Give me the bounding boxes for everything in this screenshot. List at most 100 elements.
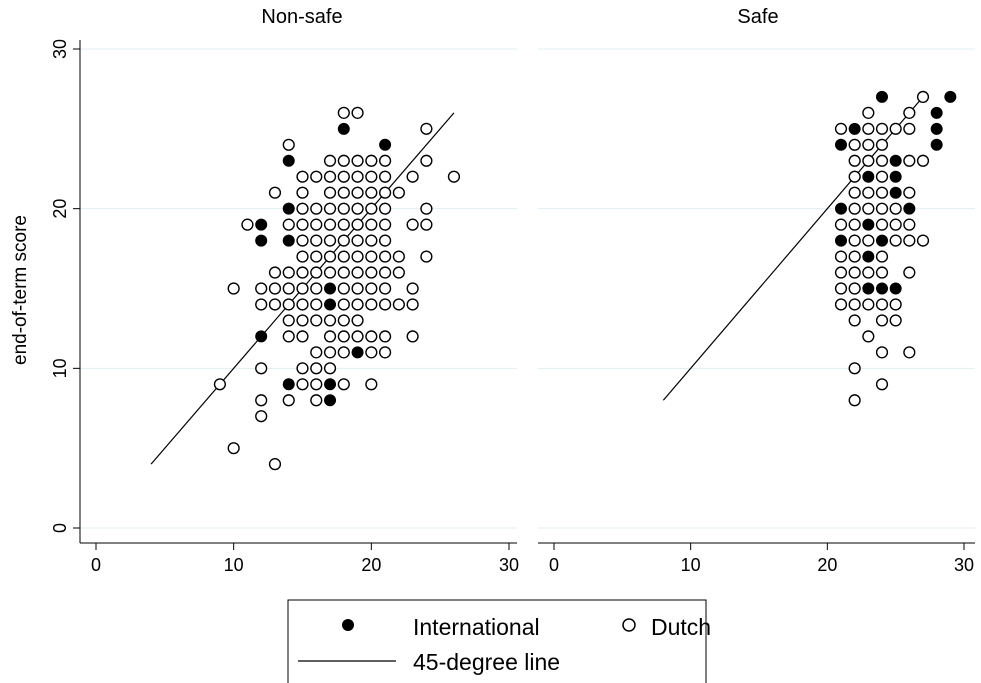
dutch-point bbox=[310, 346, 323, 359]
dutch-point bbox=[337, 218, 350, 231]
dutch-point bbox=[282, 138, 295, 151]
international-point bbox=[862, 282, 875, 295]
international-point bbox=[282, 202, 295, 215]
international-point bbox=[889, 282, 902, 295]
x-tick-label: 20 bbox=[817, 555, 837, 575]
dutch-point bbox=[862, 138, 875, 151]
dutch-point bbox=[337, 314, 350, 327]
dutch-point bbox=[310, 266, 323, 279]
dutch-point bbox=[889, 202, 902, 215]
dutch-point bbox=[296, 186, 309, 199]
dutch-point bbox=[282, 282, 295, 295]
dutch-point bbox=[337, 346, 350, 359]
dutch-point bbox=[323, 266, 337, 279]
dutch-point bbox=[337, 330, 350, 343]
dutch-point bbox=[351, 186, 364, 199]
dutch-point bbox=[848, 266, 861, 279]
dutch-point bbox=[337, 234, 350, 247]
x-tick-label: 10 bbox=[681, 555, 701, 575]
axes-layer: 0 10 20 30 0 10 20 30 0 10 20 30 bbox=[50, 39, 975, 575]
dutch-point bbox=[282, 394, 295, 407]
panel-title-non-safe: Non-safe bbox=[261, 6, 342, 28]
dutch-point bbox=[351, 314, 364, 327]
dutch-point bbox=[889, 234, 902, 247]
international-point bbox=[930, 106, 943, 119]
dutch-point bbox=[310, 218, 323, 231]
y-tick-label: 20 bbox=[50, 199, 70, 219]
dutch-point bbox=[351, 234, 364, 247]
international-point bbox=[379, 138, 392, 151]
dutch-point bbox=[351, 266, 364, 279]
international-point bbox=[889, 186, 902, 199]
international-point bbox=[876, 90, 888, 103]
dutch-point bbox=[337, 250, 350, 263]
dutch-point bbox=[903, 154, 916, 167]
dutch-point bbox=[255, 410, 268, 423]
dutch-point bbox=[916, 90, 930, 104]
dutch-point bbox=[903, 234, 916, 247]
dutch-point bbox=[337, 154, 350, 167]
dutch-point bbox=[296, 234, 309, 247]
international-point bbox=[876, 234, 888, 247]
international-point bbox=[255, 330, 268, 343]
international-point bbox=[324, 378, 337, 391]
legend-marker-dutch bbox=[622, 618, 636, 632]
dutch-point bbox=[862, 122, 875, 135]
international-point bbox=[351, 346, 364, 359]
dutch-point bbox=[834, 282, 848, 295]
dutch-point bbox=[903, 106, 916, 119]
dutch-point bbox=[323, 170, 337, 183]
legend-box bbox=[287, 599, 707, 683]
dutch-point bbox=[848, 282, 861, 295]
x-tick-label: 20 bbox=[361, 555, 381, 575]
x-tick-label: 0 bbox=[91, 555, 101, 575]
dutch-point bbox=[848, 170, 861, 183]
dutch-point bbox=[255, 394, 268, 407]
dutch-point bbox=[365, 234, 378, 247]
dutch-point bbox=[323, 186, 337, 199]
dutch-point bbox=[365, 378, 378, 391]
dutch-point bbox=[379, 218, 392, 231]
dutch-point bbox=[875, 138, 889, 151]
dutch-point bbox=[296, 314, 309, 327]
dutch-point bbox=[875, 250, 889, 263]
dutch-point bbox=[310, 282, 323, 295]
dutch-point bbox=[323, 202, 337, 215]
dutch-point bbox=[296, 250, 309, 263]
dutch-point bbox=[365, 250, 378, 263]
dutch-point bbox=[392, 186, 405, 199]
dutch-point bbox=[848, 362, 861, 375]
y-tick-label: 0 bbox=[50, 523, 70, 533]
dutch-point bbox=[848, 394, 861, 407]
international-point bbox=[944, 90, 957, 103]
dutch-point bbox=[337, 378, 350, 391]
dutch-point bbox=[351, 154, 364, 167]
dutch-point bbox=[268, 266, 282, 279]
dutch-point bbox=[282, 218, 295, 231]
dutch-point bbox=[903, 122, 916, 135]
dutch-point bbox=[848, 234, 861, 247]
international-point bbox=[889, 154, 902, 167]
international-point bbox=[255, 234, 268, 247]
dutch-point bbox=[282, 298, 295, 311]
dutch-point bbox=[268, 298, 282, 311]
international-point bbox=[862, 218, 875, 231]
dutch-point bbox=[365, 282, 378, 295]
dutch-point bbox=[337, 298, 350, 311]
dutch-point bbox=[351, 218, 364, 231]
legend-label-45-degree-line: 45-degree line bbox=[413, 649, 560, 675]
dutch-point bbox=[903, 186, 916, 199]
dutch-point bbox=[379, 186, 392, 199]
dutch-point bbox=[351, 250, 364, 263]
dutch-point bbox=[365, 266, 378, 279]
dutch-point bbox=[875, 218, 889, 231]
dutch-point bbox=[916, 154, 930, 167]
international-point bbox=[337, 122, 350, 135]
international-point bbox=[862, 250, 875, 263]
dutch-point bbox=[296, 378, 309, 391]
dutch-point bbox=[406, 218, 419, 231]
dutch-point bbox=[241, 218, 254, 231]
dutch-point bbox=[889, 218, 902, 231]
dutch-point bbox=[337, 186, 350, 199]
dutch-point bbox=[296, 266, 309, 279]
